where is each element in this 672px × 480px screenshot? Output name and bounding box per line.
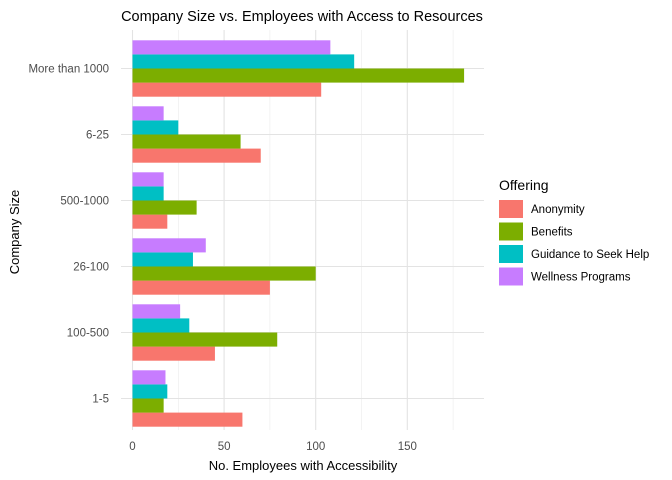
bar — [132, 68, 465, 83]
bar — [132, 266, 316, 281]
bar — [132, 332, 278, 347]
legend-key — [499, 267, 523, 286]
legend-key — [499, 222, 523, 241]
bars — [132, 40, 465, 427]
bar — [132, 172, 164, 187]
plot-area — [121, 30, 484, 430]
y-tick-label: More than 1000 — [28, 64, 109, 76]
legend-key — [499, 245, 523, 263]
x-tick-label: 50 — [218, 441, 231, 453]
bar — [132, 134, 241, 149]
bar — [132, 54, 355, 69]
legend-key — [499, 200, 523, 218]
chart-title: Company Size vs. Employees with Access t… — [121, 9, 483, 25]
x-tick-label: 0 — [129, 441, 135, 453]
bar — [132, 40, 331, 55]
bar — [132, 252, 193, 267]
y-tick-label: 500-1000 — [60, 196, 109, 208]
bar — [132, 304, 181, 319]
legend-label: Anonymity — [531, 204, 585, 216]
x-axis-ticks: 0 50 100 150 — [129, 441, 417, 453]
bar — [132, 238, 206, 253]
bar — [132, 120, 179, 135]
bar — [132, 200, 197, 215]
bar — [132, 370, 166, 385]
bar — [132, 384, 168, 399]
bar — [132, 82, 322, 97]
bar — [132, 106, 164, 121]
y-tick-label: 6-25 — [86, 130, 109, 142]
legend-label: Benefits — [531, 227, 573, 239]
x-tick-label: 100 — [306, 441, 325, 453]
bar — [132, 398, 164, 413]
y-tick-label: 1-5 — [92, 394, 109, 406]
legend: Offering Anonymity Benefits Guidance to Se… — [499, 177, 649, 286]
y-axis-label: Company Size — [7, 190, 22, 275]
x-tick-label: 150 — [398, 441, 417, 453]
bar — [132, 148, 261, 163]
bar — [132, 412, 243, 427]
legend-label: Guidance to Seek Help — [531, 249, 649, 261]
bar — [132, 186, 164, 201]
y-tick-label: 100-500 — [67, 328, 109, 340]
bar — [132, 280, 270, 295]
y-tick-label: 26-100 — [73, 262, 109, 274]
bar — [132, 318, 190, 333]
bar — [132, 214, 168, 229]
legend-title: Offering — [499, 177, 549, 193]
bar — [132, 346, 215, 361]
x-axis-label: No. Employees with Accessibility — [209, 458, 398, 473]
legend-items: Anonymity Benefits Guidance to Seek Help We… — [499, 200, 649, 286]
y-axis-ticks: 1-5 100-500 26-100 500-1000 6-25 More than 10… — [28, 64, 109, 406]
legend-label: Wellness Programs — [531, 272, 631, 284]
